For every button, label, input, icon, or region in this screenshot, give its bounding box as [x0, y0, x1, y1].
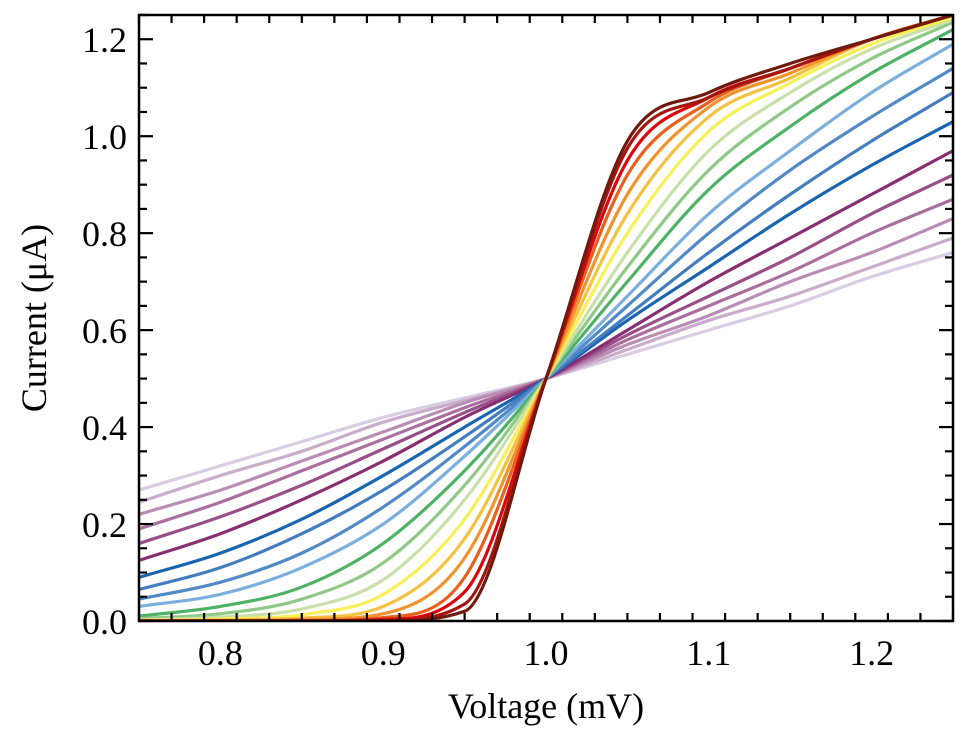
y-tick-label: 1.2	[82, 20, 127, 60]
x-axis-label: Voltage (mV)	[448, 686, 644, 726]
series-line-curve-3	[139, 217, 953, 516]
series-line-curve-16	[139, 15, 953, 621]
series-line-curve-19	[139, 15, 953, 621]
y-axis-label: Current (μA)	[14, 224, 54, 412]
series-line-curve-10	[139, 42, 953, 609]
series-line-curve-1	[139, 250, 953, 492]
x-tick-label: 1.0	[524, 633, 569, 673]
x-tick-label: 0.9	[361, 633, 406, 673]
series-line-curve-7	[139, 120, 953, 579]
y-tick-label: 0.8	[82, 214, 127, 254]
series-line-curve-18	[139, 15, 953, 621]
y-tick-label: 0.2	[82, 505, 127, 545]
y-tick-label: 0.4	[82, 408, 127, 448]
series-line-curve-4	[139, 197, 953, 531]
x-tick-label: 1.2	[849, 633, 894, 673]
series-line-curve-12	[139, 20, 953, 621]
series-line-curve-14	[139, 15, 953, 621]
series-line-curve-11	[139, 27, 953, 618]
series-line-curve-8	[139, 90, 953, 592]
series-line-curve-15	[139, 15, 953, 621]
series-line-curve-20	[139, 15, 953, 621]
series-line-curve-9	[139, 66, 953, 601]
y-tick-label: 0.6	[82, 311, 127, 351]
series-line-curve-13	[139, 18, 953, 621]
series-line-curve-17	[139, 15, 953, 621]
y-tick-labels: 0.0 0.2 0.4 0.6 0.8 1.0 1.2	[82, 20, 127, 642]
series-line-curve-6	[139, 149, 953, 562]
ticks-group	[137, 13, 955, 623]
y-tick-label: 1.0	[82, 117, 127, 157]
plot-frame	[137, 13, 955, 623]
x-tick-label: 1.1	[686, 633, 731, 673]
series-line-curve-2	[139, 236, 953, 504]
x-tick-labels: 0.8 0.9 1.0 1.1 1.2	[198, 633, 894, 673]
curves-group	[139, 15, 953, 621]
y-tick-label: 0.0	[82, 602, 127, 642]
x-tick-label: 0.8	[198, 633, 243, 673]
